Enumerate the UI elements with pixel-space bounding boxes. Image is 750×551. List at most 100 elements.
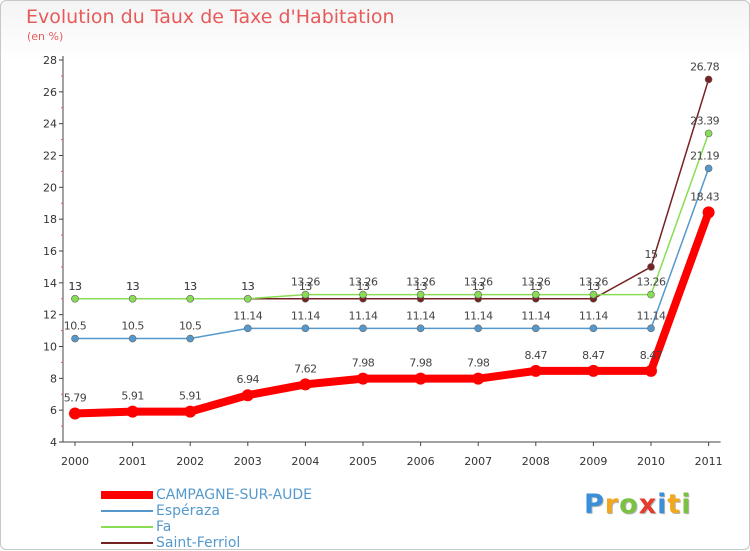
data-point-campagne-sur-aude <box>587 364 600 377</box>
data-point-esp-raza <box>244 324 252 333</box>
legend-label: Saint-Ferriol <box>156 535 241 551</box>
data-label-fa: 13 <box>241 280 254 293</box>
data-label-campagne-sur-aude: 18.43 <box>690 190 719 203</box>
logo-letter: P <box>584 489 605 520</box>
logo-letter: o <box>619 489 639 520</box>
data-label-esp-raza: 11.14 <box>349 309 378 322</box>
data-label-campagne-sur-aude: 5.91 <box>121 390 144 403</box>
legend-swatch <box>101 491 153 499</box>
data-label-saint-ferriol: 13 <box>69 280 82 293</box>
data-point-campagne-sur-aude <box>414 372 427 385</box>
data-label-campagne-sur-aude: 7.98 <box>409 357 432 370</box>
data-label-fa: 13.26 <box>637 276 666 289</box>
data-label-fa: 23.39 <box>690 114 719 127</box>
data-point-fa <box>704 129 713 138</box>
logo-letter: r <box>604 489 620 520</box>
data-label-esp-raza: 11.14 <box>291 309 320 322</box>
data-point-esp-raza <box>589 324 598 333</box>
logo-letter: x <box>638 489 658 520</box>
data-label-fa: 13.26 <box>349 276 378 289</box>
data-label-saint-ferriol: 13 <box>299 280 312 293</box>
data-label-saint-ferriol: 13 <box>414 280 427 293</box>
data-label-campagne-sur-aude: 8.47 <box>525 349 548 362</box>
data-point-esp-raza <box>128 334 137 343</box>
data-label-fa: 13 <box>184 280 197 293</box>
data-label-fa: 13 <box>69 280 82 293</box>
x-tick-label: 2004 <box>291 455 319 468</box>
data-label-esp-raza: 11.14 <box>637 309 666 322</box>
legend-swatch <box>101 526 153 528</box>
data-label-fa: 13.26 <box>291 276 320 289</box>
series-line-campagne-sur-aude <box>71 208 713 418</box>
data-label-esp-raza: 10.5 <box>64 320 87 333</box>
data-label-fa: 13.26 <box>579 276 608 289</box>
data-point-campagne-sur-aude <box>702 206 715 219</box>
series-line-saint-ferriol <box>74 78 710 300</box>
data-label-esp-raza: 11.14 <box>464 309 493 322</box>
data-point-esp-raza <box>531 324 540 333</box>
data-point-fa <box>531 290 540 299</box>
data-point-fa <box>186 294 194 303</box>
data-point-esp-raza <box>71 334 79 343</box>
y-tick-label: 22 <box>43 150 57 163</box>
chart-title: Evolution du Taux de Taxe d'Habitation <box>26 6 395 28</box>
data-point-fa <box>301 290 310 299</box>
data-label-saint-ferriol: 13 <box>587 280 600 293</box>
data-label-campagne-sur-aude: 7.98 <box>352 357 375 370</box>
data-label-esp-raza: 21.19 <box>690 149 719 162</box>
data-label-campagne-sur-aude: 7.62 <box>294 362 317 375</box>
data-point-esp-raza <box>301 324 310 333</box>
x-tick-label: 2006 <box>407 455 435 468</box>
y-tick-label: 26 <box>43 86 57 99</box>
y-tick-label: 10 <box>43 341 57 354</box>
data-label-esp-raza: 10.5 <box>179 320 202 333</box>
series-line-fa <box>74 132 710 300</box>
data-point-fa <box>589 290 598 299</box>
data-point-fa <box>359 290 367 299</box>
data-point-campagne-sur-aude <box>69 407 81 420</box>
x-tick-label: 2002 <box>176 455 204 468</box>
data-label-esp-raza: 11.14 <box>579 309 608 322</box>
x-tick-label: 2003 <box>234 455 262 468</box>
y-tick-label: 16 <box>43 245 57 258</box>
series-line-esp-raza <box>74 167 710 340</box>
data-point-campagne-sur-aude <box>299 378 312 391</box>
data-point-fa <box>71 294 79 303</box>
legend-swatch <box>101 510 153 512</box>
x-tick-label: 2008 <box>522 455 550 468</box>
data-label-saint-ferriol: 13 <box>472 280 485 293</box>
data-label-saint-ferriol: 13 <box>126 280 139 293</box>
x-tick-label: 2005 <box>349 455 377 468</box>
data-point-campagne-sur-aude <box>126 405 139 418</box>
data-point-campagne-sur-aude <box>184 405 197 418</box>
data-label-saint-ferriol: 26.78 <box>690 60 719 73</box>
data-label-saint-ferriol: 13 <box>241 280 254 293</box>
data-point-esp-raza <box>704 164 713 173</box>
data-point-esp-raza <box>186 334 194 343</box>
data-point-esp-raza <box>474 324 483 333</box>
data-point-campagne-sur-aude <box>645 364 657 377</box>
data-label-fa: 13 <box>126 280 139 293</box>
data-label-campagne-sur-aude: 8.47 <box>640 349 663 362</box>
data-point-saint-ferriol <box>704 75 713 84</box>
data-label-esp-raza: 11.14 <box>521 309 550 322</box>
logo-letter: i <box>681 489 692 520</box>
y-tick-label: 18 <box>43 213 57 226</box>
data-point-campagne-sur-aude <box>357 372 369 385</box>
y-tick-label: 12 <box>43 309 57 322</box>
logo-letter: i <box>657 489 668 520</box>
data-point-fa <box>128 294 137 303</box>
y-tick-label: 20 <box>43 181 57 194</box>
data-point-campagne-sur-aude <box>529 364 542 377</box>
data-label-saint-ferriol: 15 <box>645 248 658 261</box>
data-label-esp-raza: 10.5 <box>121 320 144 333</box>
data-point-esp-raza <box>359 324 367 333</box>
data-point-esp-raza <box>647 324 655 333</box>
data-point-campagne-sur-aude <box>472 372 485 385</box>
data-label-campagne-sur-aude: 6.94 <box>237 373 260 386</box>
data-point-saint-ferriol <box>647 263 655 271</box>
data-point-fa <box>474 290 483 299</box>
data-label-esp-raza: 11.14 <box>233 309 262 322</box>
chart-unit-label: (en %) <box>27 30 64 43</box>
